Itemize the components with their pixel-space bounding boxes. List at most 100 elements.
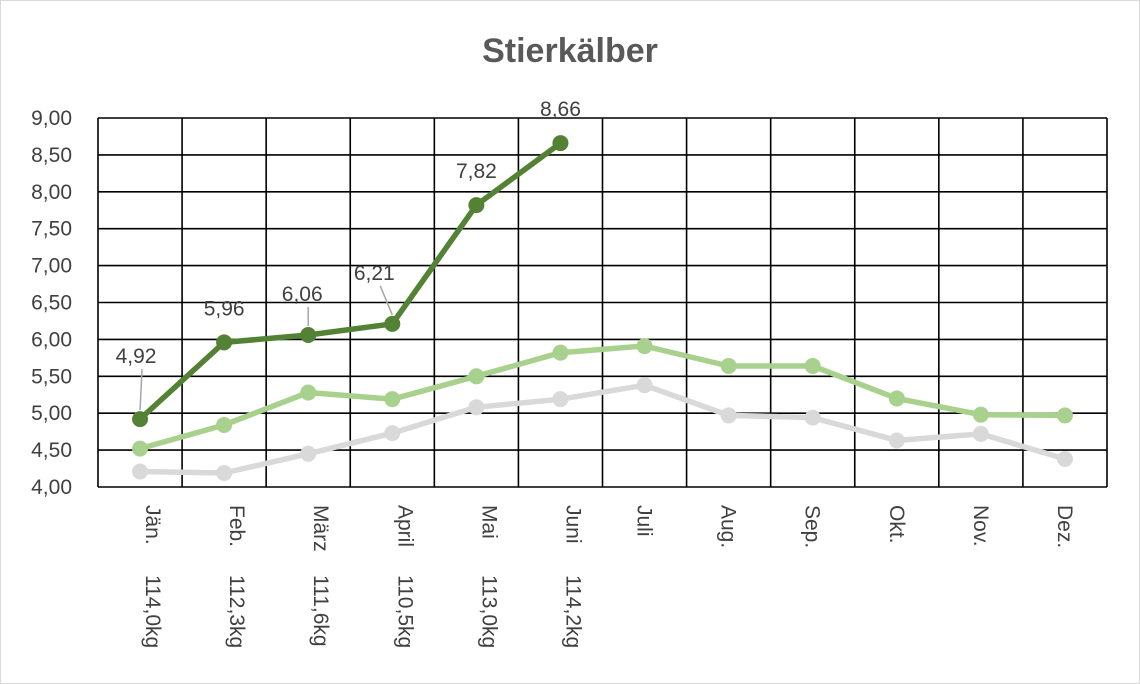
data-point xyxy=(132,411,149,428)
data-point xyxy=(216,464,233,481)
x-category-label: Juli xyxy=(633,505,656,537)
data-label: 5,96 xyxy=(204,297,245,320)
y-axis-tick-labels: 4,00 4,50 5,00 5,50 6,00 6,50 7,00 7,50 8,00 8,50… xyxy=(31,107,72,499)
y-tick-label: 9,00 xyxy=(31,107,72,130)
data-point xyxy=(468,368,485,385)
svg-text:März: März xyxy=(309,505,332,552)
data-point xyxy=(720,357,737,374)
x-category-label: Feb. 112,3kg xyxy=(225,505,248,648)
svg-text:Mai: Mai xyxy=(477,505,500,539)
data-labels: 4,92 5,96 6,06 6,21 7,82 8,66 xyxy=(116,98,581,411)
y-tick-label: 6,00 xyxy=(31,328,72,351)
data-point xyxy=(384,315,401,332)
svg-text:Feb.: Feb. xyxy=(225,505,248,547)
x-category-label: Aug. xyxy=(717,505,740,548)
data-point xyxy=(804,357,821,374)
category-name: Juni xyxy=(561,505,584,544)
data-point xyxy=(468,399,485,416)
data-label: 7,82 xyxy=(456,160,497,183)
y-tick-label: 5,50 xyxy=(31,365,72,388)
category-name: April xyxy=(393,505,416,547)
data-point xyxy=(636,338,653,355)
category-name: Sep. xyxy=(801,505,824,548)
category-weight: 114,2kg xyxy=(561,575,584,648)
y-tick-label: 8,50 xyxy=(31,144,72,167)
category-name: Juli xyxy=(633,505,656,537)
y-tick-label: 5,00 xyxy=(31,402,72,425)
category-name: Jän. xyxy=(141,505,164,545)
x-category-label: Mai 113,0kg xyxy=(477,505,500,648)
svg-text:Juni: Juni xyxy=(561,505,584,544)
svg-text:Aug.: Aug. xyxy=(717,505,740,548)
x-category-label: Juni 114,2kg xyxy=(561,505,584,648)
data-point xyxy=(552,344,569,361)
gridlines xyxy=(97,117,1108,488)
category-weight: 112,3kg xyxy=(225,575,248,648)
x-category-label: März 111,6kg xyxy=(309,505,332,647)
category-weight: 110,5kg xyxy=(393,575,416,648)
data-point xyxy=(216,334,233,351)
x-category-label: April 110,5kg xyxy=(393,505,416,648)
category-name: Okt. xyxy=(885,505,908,544)
x-category-label: Okt. xyxy=(885,505,908,544)
data-label-leader xyxy=(379,285,393,316)
svg-text:Okt.: Okt. xyxy=(885,505,908,544)
data-point xyxy=(804,409,821,426)
y-tick-label: 6,50 xyxy=(31,292,72,315)
data-point xyxy=(468,197,485,214)
series-line-2 xyxy=(137,140,564,422)
svg-text:Dez.: Dez. xyxy=(1053,505,1076,548)
y-tick-label: 7,00 xyxy=(31,255,72,278)
y-tick-label: 7,50 xyxy=(31,218,72,241)
svg-text:Nov.: Nov. xyxy=(969,505,992,547)
data-point xyxy=(552,391,569,408)
data-point xyxy=(216,417,233,434)
series-line-1 xyxy=(137,343,1068,452)
category-weight: 113,0kg xyxy=(477,575,500,648)
x-category-label: Jän. 114,0kg xyxy=(141,505,164,648)
chart-title: Stierkälber xyxy=(482,32,658,70)
data-point xyxy=(132,440,149,457)
data-point xyxy=(636,377,653,394)
data-label: 4,92 xyxy=(116,345,157,368)
svg-text:Juli: Juli xyxy=(633,505,656,537)
category-name: Nov. xyxy=(969,505,992,547)
data-point xyxy=(300,326,317,343)
data-point xyxy=(972,406,989,423)
data-label: 6,06 xyxy=(282,283,323,306)
data-point xyxy=(300,384,317,401)
data-point xyxy=(1056,407,1073,424)
data-point xyxy=(132,463,149,480)
data-label: 6,21 xyxy=(354,262,395,285)
category-name: Dez. xyxy=(1053,505,1076,548)
y-tick-label: 4,50 xyxy=(31,439,72,462)
category-weight: 111,6kg xyxy=(309,575,332,647)
data-point xyxy=(1056,450,1073,467)
category-name: Aug. xyxy=(717,505,740,548)
y-tick-label: 8,00 xyxy=(31,181,72,204)
data-point xyxy=(888,432,905,449)
data-point xyxy=(888,390,905,407)
data-point xyxy=(300,445,317,462)
data-point xyxy=(720,407,737,424)
category-name: März xyxy=(309,505,332,552)
data-point xyxy=(384,391,401,408)
data-label-leader xyxy=(139,369,143,411)
data-point xyxy=(384,425,401,442)
x-axis-category-labels: Jän. 114,0kg Feb. 112,3kg März 111,6kg April 11… xyxy=(141,505,1076,648)
data-label: 8,66 xyxy=(540,98,581,121)
svg-text:Sep.: Sep. xyxy=(801,505,824,548)
x-category-label: Dez. xyxy=(1053,505,1076,548)
category-weight: 114,0kg xyxy=(141,575,164,648)
y-tick-label: 4,00 xyxy=(31,476,72,499)
x-category-label: Nov. xyxy=(969,505,992,547)
svg-text:April: April xyxy=(393,505,416,547)
x-category-label: Sep. xyxy=(801,505,824,548)
series-lines xyxy=(132,135,1073,481)
data-point xyxy=(552,135,569,152)
svg-text:Jän.: Jän. xyxy=(141,505,164,545)
data-point xyxy=(972,425,989,442)
category-name: Feb. xyxy=(225,505,248,547)
